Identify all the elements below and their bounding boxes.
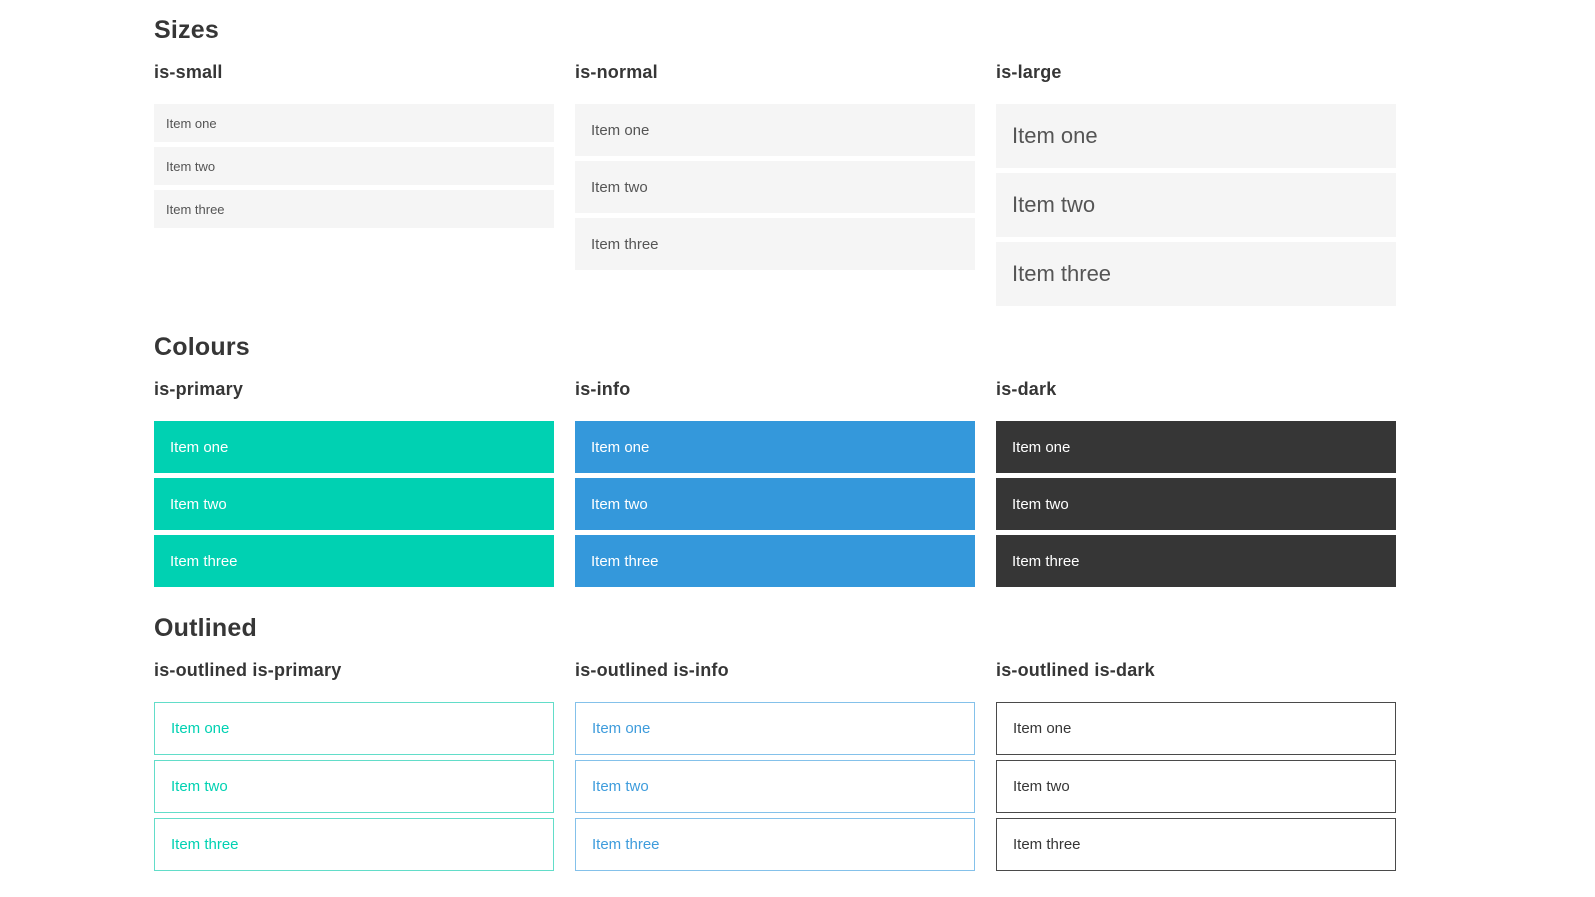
group-is-primary: is-primary Item one Item two Item three: [154, 379, 554, 592]
list-item[interactable]: Item two: [575, 478, 975, 530]
group-heading: is-outlined is-info: [575, 660, 729, 680]
list-item[interactable]: Item one: [575, 702, 975, 755]
group-is-info: is-info Item one Item two Item three: [575, 379, 975, 592]
list-item[interactable]: Item two: [154, 478, 554, 530]
group-heading: is-small: [154, 62, 223, 82]
list: Item one Item two Item three: [154, 104, 554, 228]
group-is-dark: is-dark Item one Item two Item three: [996, 379, 1396, 592]
list-item[interactable]: Item three: [154, 535, 554, 587]
section-row: is-outlined is-primary Item one Item two…: [154, 660, 1595, 876]
group-is-small: is-small Item one Item two Item three: [154, 62, 554, 311]
list-item[interactable]: Item one: [154, 104, 554, 142]
list-item[interactable]: Item one: [996, 421, 1396, 473]
section-outlined: Outlined is-outlined is-primary Item one…: [154, 614, 1595, 876]
list: Item one Item two Item three: [154, 702, 554, 871]
list: Item one Item two Item three: [575, 702, 975, 871]
list: Item one Item two Item three: [996, 702, 1396, 871]
group-heading: is-info: [575, 379, 631, 399]
section-row: is-small Item one Item two Item three is…: [154, 62, 1595, 311]
list-item[interactable]: Item three: [575, 818, 975, 871]
group-heading: is-normal: [575, 62, 658, 82]
group-is-large: is-large Item one Item two Item three: [996, 62, 1396, 311]
list-item[interactable]: Item one: [996, 702, 1396, 755]
section-colours: Colours is-primary Item one Item two Ite…: [154, 333, 1595, 592]
list-item[interactable]: Item three: [996, 818, 1396, 871]
group-heading: is-primary: [154, 379, 244, 399]
list-item[interactable]: Item one: [996, 104, 1396, 168]
list: Item one Item two Item three: [575, 104, 975, 270]
list-item[interactable]: Item one: [154, 702, 554, 755]
list-item[interactable]: Item three: [154, 190, 554, 228]
list-item[interactable]: Item one: [154, 421, 554, 473]
list-item[interactable]: Item one: [575, 104, 975, 156]
list-item[interactable]: Item two: [575, 760, 975, 813]
list-item[interactable]: Item three: [154, 818, 554, 871]
list: Item one Item two Item three: [154, 421, 554, 587]
group-is-normal: is-normal Item one Item two Item three: [575, 62, 975, 311]
group-is-outlined-is-dark: is-outlined is-dark Item one Item two It…: [996, 660, 1396, 876]
list-item[interactable]: Item two: [154, 760, 554, 813]
section-title: Outlined: [154, 614, 257, 642]
list: Item one Item two Item three: [996, 104, 1396, 306]
list-item[interactable]: Item three: [996, 242, 1396, 306]
list-item[interactable]: Item one: [575, 421, 975, 473]
group-heading: is-dark: [996, 379, 1057, 399]
list-item[interactable]: Item three: [575, 218, 975, 270]
group-heading: is-outlined is-primary: [154, 660, 342, 680]
list: Item one Item two Item three: [996, 421, 1396, 587]
list-item[interactable]: Item three: [996, 535, 1396, 587]
group-heading: is-outlined is-dark: [996, 660, 1155, 680]
list-item[interactable]: Item two: [154, 147, 554, 185]
list-item[interactable]: Item two: [996, 760, 1396, 813]
list-item[interactable]: Item three: [575, 535, 975, 587]
list-item[interactable]: Item two: [996, 478, 1396, 530]
section-row: is-primary Item one Item two Item three …: [154, 379, 1595, 592]
group-is-outlined-is-info: is-outlined is-info Item one Item two It…: [575, 660, 975, 876]
section-sizes: Sizes is-small Item one Item two Item th…: [154, 16, 1595, 311]
group-heading: is-large: [996, 62, 1062, 82]
group-is-outlined-is-primary: is-outlined is-primary Item one Item two…: [154, 660, 554, 876]
section-title: Sizes: [154, 16, 219, 44]
list: Item one Item two Item three: [575, 421, 975, 587]
section-title: Colours: [154, 333, 250, 361]
list-item[interactable]: Item two: [996, 173, 1396, 237]
list-item[interactable]: Item two: [575, 161, 975, 213]
